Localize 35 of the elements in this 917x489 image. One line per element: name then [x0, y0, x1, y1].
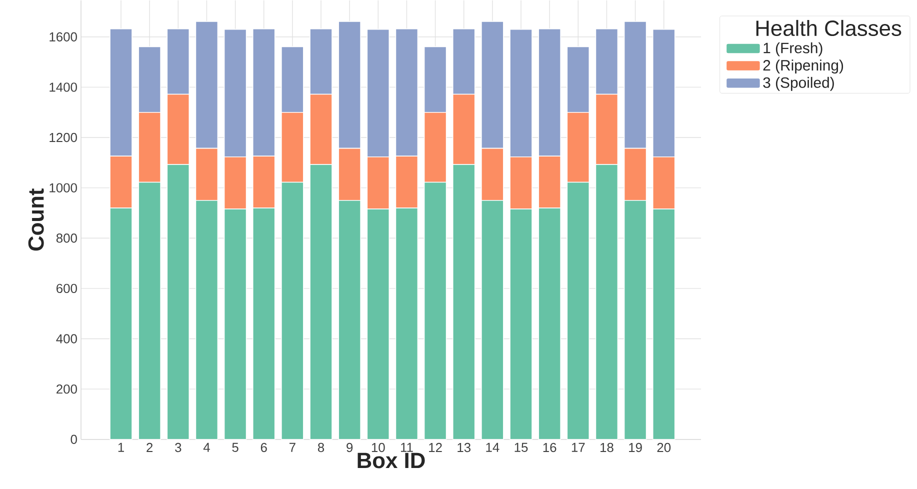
legend-label: 2 (Ripening): [763, 59, 844, 74]
x-axis-title: Box ID: [358, 452, 425, 468]
x-tick-label: 16: [543, 442, 556, 452]
x-tick-label: 8: [318, 442, 324, 452]
y-tick-label: 800: [56, 233, 77, 243]
x-tick-label: 13: [458, 442, 470, 452]
y-tick-label: 200: [56, 384, 77, 394]
x-tick-label: 19: [629, 442, 642, 452]
y-tick-label: 1600: [50, 32, 77, 42]
x-tick-label: 10: [372, 442, 385, 452]
x-tick-label: 6: [260, 442, 267, 452]
y-tick-label: 600: [56, 284, 77, 293]
y-axis-title: Count: [28, 188, 44, 250]
x-tick-label: 11: [400, 442, 413, 452]
x-tick-label: 9: [346, 442, 353, 452]
legend-label: 1 (Fresh): [764, 42, 822, 56]
y-tick-label: 1400: [50, 82, 77, 92]
x-tick-label: 7: [290, 442, 296, 452]
legend-title: Health Classes: [756, 20, 902, 36]
x-tick-label: 18: [600, 442, 614, 452]
x-tick-label: 12: [429, 442, 442, 452]
y-tick-label: 400: [56, 334, 77, 344]
y-tick-label: 1200: [50, 132, 77, 142]
legend-label: 3 (Spoiled): [763, 76, 834, 91]
x-tick-label: 14: [486, 442, 500, 452]
x-tick-label: 15: [514, 442, 528, 452]
y-tick-label: 0: [70, 434, 77, 444]
x-tick-label: 17: [572, 442, 585, 452]
x-tick-label: 3: [175, 442, 182, 452]
x-tick-label: 4: [203, 442, 210, 452]
x-tick-label: 5: [232, 442, 238, 452]
x-tick-label: 2: [146, 442, 153, 452]
x-tick-label: 20: [657, 442, 671, 452]
y-tick-label: 1000: [50, 183, 77, 192]
x-tick-label: 1: [118, 442, 124, 452]
